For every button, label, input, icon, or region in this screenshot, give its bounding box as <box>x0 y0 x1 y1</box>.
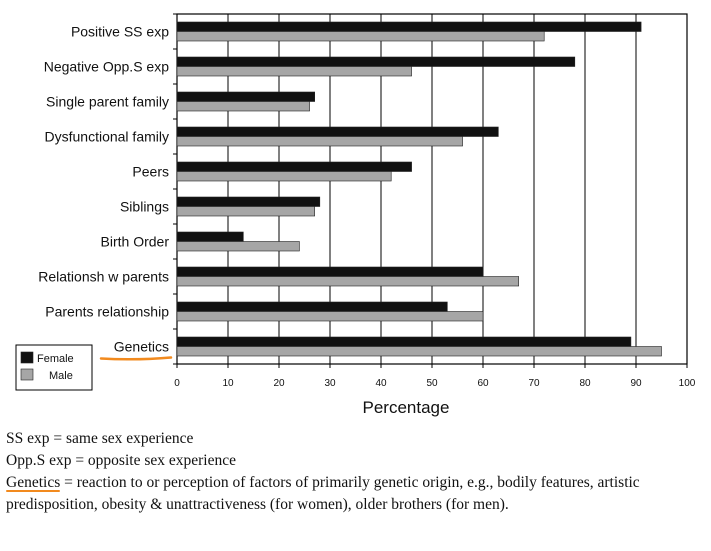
bar-female <box>176 126 499 137</box>
x-tick-label: 70 <box>528 378 540 389</box>
x-tick-label: 0 <box>174 378 180 389</box>
bar-chart: Positive SS exp Negative Opp.S exp Single … <box>15 13 696 417</box>
bar-female <box>176 231 244 242</box>
category-label: Positive SS exp <box>71 24 169 40</box>
bar-female <box>176 266 484 277</box>
bar-female <box>176 56 576 67</box>
bar-male <box>176 346 662 357</box>
x-tick-label: 20 <box>273 378 285 389</box>
bar-male <box>176 66 412 77</box>
notes-block: SS exp = same sex experience Opp.S exp =… <box>6 428 706 516</box>
bar-female <box>176 196 321 207</box>
note-genetics: Genetics = reaction to or perception of … <box>6 472 706 516</box>
note-text: = reaction to or perception of factors o… <box>6 474 640 513</box>
bar-female <box>176 91 315 102</box>
legend: Female Male <box>15 344 93 391</box>
legend-swatch-female <box>20 351 34 364</box>
category-label: Negative Opp.S exp <box>44 59 170 75</box>
category-label: Single parent family <box>46 94 169 110</box>
highlight-underline <box>99 356 173 361</box>
x-tick-label: 10 <box>222 378 234 389</box>
legend-swatch-male <box>20 368 34 381</box>
bars <box>176 21 662 357</box>
x-tick-label: 30 <box>324 378 336 389</box>
bar-male <box>176 311 484 322</box>
category-label: Peers <box>132 164 169 180</box>
legend-label-male: Male <box>49 370 73 382</box>
genetics-term: Genetics <box>6 474 61 491</box>
bar-male <box>176 276 520 287</box>
note-ss-exp: SS exp = same sex experience <box>6 428 706 450</box>
x-tick-label: 60 <box>477 378 489 389</box>
note-text: SS exp = same sex experience <box>6 430 194 447</box>
bar-male <box>176 171 392 182</box>
note-text: Opp.S exp = opposite sex experience <box>6 452 236 469</box>
x-tick-label: 80 <box>579 378 591 389</box>
legend-label-female: Female <box>37 353 74 365</box>
category-label: Genetics <box>114 339 169 355</box>
category-label: Relationsh w parents <box>38 269 169 285</box>
category-label: Parents relationship <box>45 304 169 320</box>
bar-male <box>176 241 300 252</box>
x-tick-label: 40 <box>375 378 387 389</box>
x-axis-title: Percentage <box>363 398 450 417</box>
bar-female <box>176 21 642 32</box>
category-label: Siblings <box>120 199 169 215</box>
bar-male <box>176 136 463 147</box>
bar-female <box>176 161 412 172</box>
x-axis-ticks: 0 10 20 30 40 50 60 70 80 90 100 <box>174 364 696 389</box>
bar-female <box>176 336 632 347</box>
note-opps-exp: Opp.S exp = opposite sex experience <box>6 450 706 472</box>
category-labels: Positive SS exp Negative Opp.S exp Single … <box>38 24 173 361</box>
category-label: Dysfunctional family <box>45 129 170 145</box>
bar-female <box>176 301 448 312</box>
bar-male <box>176 31 545 42</box>
category-label: Birth Order <box>101 234 170 250</box>
bar-male <box>176 101 310 112</box>
x-tick-label: 100 <box>679 378 696 389</box>
bar-male <box>176 206 315 217</box>
x-tick-label: 90 <box>630 378 642 389</box>
x-tick-label: 50 <box>426 378 438 389</box>
